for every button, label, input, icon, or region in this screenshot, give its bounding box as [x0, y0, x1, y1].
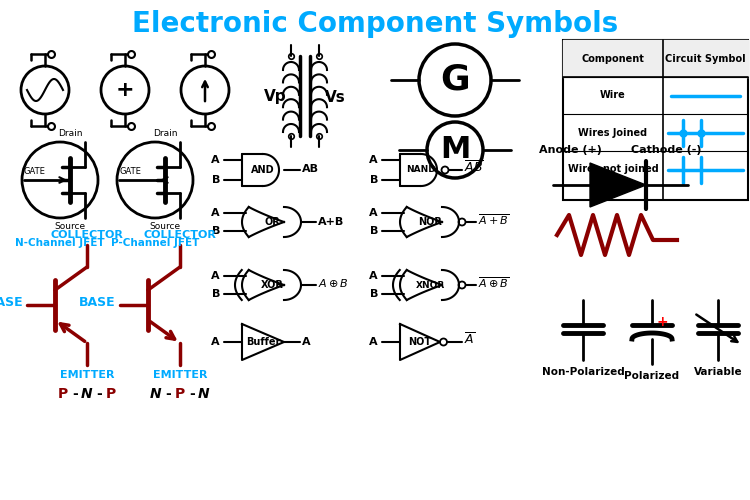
- Bar: [563, 40, 748, 200]
- Text: Source: Source: [55, 222, 86, 231]
- Text: A: A: [369, 208, 378, 218]
- Text: A: A: [211, 155, 220, 165]
- Text: COLLECTOR: COLLECTOR: [50, 230, 124, 240]
- Text: -: -: [165, 387, 171, 401]
- Text: COLLECTOR: COLLECTOR: [143, 230, 217, 240]
- Text: Vs: Vs: [325, 90, 345, 104]
- Text: Wire: Wire: [600, 90, 625, 101]
- Text: XNOR: XNOR: [416, 280, 445, 289]
- Text: Anode (+): Anode (+): [538, 145, 602, 155]
- Text: NAND: NAND: [406, 166, 436, 174]
- Text: Component: Component: [581, 54, 644, 64]
- Text: Drain: Drain: [58, 129, 82, 138]
- Text: EMITTER: EMITTER: [60, 370, 114, 380]
- Text: B: B: [370, 226, 378, 236]
- Text: GATE: GATE: [119, 167, 141, 176]
- Text: -: -: [72, 387, 78, 401]
- Text: B: B: [211, 175, 220, 185]
- Text: -: -: [189, 387, 195, 401]
- Text: Cathode (-): Cathode (-): [631, 145, 701, 155]
- Text: Buffer: Buffer: [246, 337, 280, 347]
- Text: -: -: [96, 387, 102, 401]
- Text: B: B: [370, 289, 378, 299]
- Text: AB: AB: [302, 164, 319, 174]
- Text: OR: OR: [264, 217, 280, 227]
- Text: Vp: Vp: [264, 90, 286, 104]
- Polygon shape: [590, 163, 646, 207]
- Text: A: A: [369, 155, 378, 165]
- Text: Drain: Drain: [153, 129, 177, 138]
- Text: N-Channel JFET: N-Channel JFET: [15, 238, 105, 248]
- Text: M: M: [440, 136, 470, 164]
- Text: XOR: XOR: [260, 280, 284, 290]
- Text: EMITTER: EMITTER: [153, 370, 207, 380]
- Text: A: A: [369, 271, 378, 281]
- Text: GATE: GATE: [24, 167, 46, 176]
- Text: NOR: NOR: [418, 217, 442, 227]
- Text: BASE: BASE: [80, 296, 116, 308]
- Text: B: B: [211, 226, 220, 236]
- Text: P: P: [106, 387, 116, 401]
- Text: B: B: [211, 289, 220, 299]
- Text: G: G: [440, 63, 470, 97]
- Text: Variable: Variable: [694, 367, 742, 377]
- Text: Wires Joined: Wires Joined: [578, 128, 647, 138]
- Text: Wires not joined: Wires not joined: [568, 164, 658, 174]
- Text: BASE: BASE: [0, 296, 23, 308]
- Text: A: A: [369, 337, 378, 347]
- Text: P-Channel JFET: P-Channel JFET: [111, 238, 200, 248]
- Text: N: N: [198, 387, 210, 401]
- Text: Source: Source: [149, 222, 181, 231]
- Text: A: A: [211, 337, 220, 347]
- Text: A: A: [211, 208, 220, 218]
- Text: N: N: [81, 387, 93, 401]
- Text: A: A: [211, 271, 220, 281]
- Text: Circuit Symbol: Circuit Symbol: [665, 54, 746, 64]
- Text: $\overline{A}$: $\overline{A}$: [464, 332, 476, 347]
- Text: N: N: [150, 387, 162, 401]
- Text: Polarized: Polarized: [625, 371, 680, 381]
- Text: Electronic Component Symbols: Electronic Component Symbols: [132, 10, 618, 38]
- Text: P: P: [175, 387, 185, 401]
- Text: +: +: [656, 315, 668, 329]
- Text: A+B: A+B: [318, 217, 344, 227]
- Text: $\overline{AB}$: $\overline{AB}$: [464, 160, 484, 176]
- Text: NOT: NOT: [409, 337, 431, 347]
- Text: $A\oplus B$: $A\oplus B$: [318, 277, 349, 289]
- Text: AND: AND: [251, 165, 274, 175]
- Text: +: +: [116, 80, 134, 100]
- Text: $\overline{A+B}$: $\overline{A+B}$: [478, 212, 509, 228]
- Text: B: B: [370, 175, 378, 185]
- Text: $\overline{A\oplus B}$: $\overline{A\oplus B}$: [478, 276, 509, 290]
- Text: P: P: [58, 387, 68, 401]
- Text: A: A: [302, 337, 310, 347]
- Text: Non-Polarized: Non-Polarized: [542, 367, 624, 377]
